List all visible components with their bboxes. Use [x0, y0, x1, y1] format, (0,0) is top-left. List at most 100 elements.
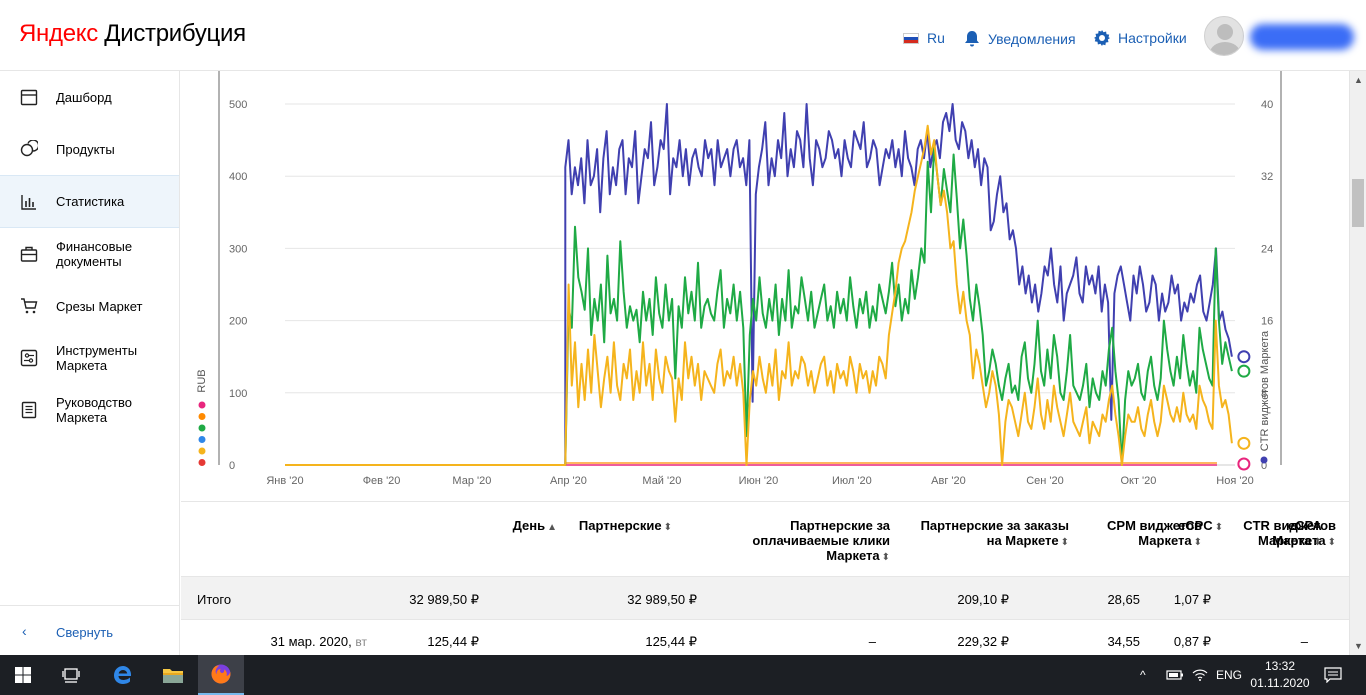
sort-icon: ⬍	[1060, 537, 1069, 548]
language-label: Ru	[927, 30, 945, 46]
tools-icon	[20, 349, 38, 367]
action-center-button[interactable]	[1324, 655, 1342, 695]
y-right-tick-label: 32	[1261, 171, 1273, 183]
y-right-tick-label: 16	[1261, 316, 1273, 328]
show-hidden-icons[interactable]: ^	[1140, 655, 1146, 695]
sidebar-item-financial-documents[interactable]: Финансовые документы	[0, 228, 179, 280]
total-ctr: 28,65	[1107, 592, 1140, 607]
col-header-partner-orders[interactable]: Партнерские за заказы на Маркете ⬍	[920, 518, 1069, 548]
x-tick-label: Авг '20	[931, 475, 966, 487]
products-icon	[20, 140, 38, 157]
col-header-partner[interactable]: Партнерские ⬍	[578, 518, 672, 533]
edge-browser-button[interactable]	[100, 655, 146, 695]
series-line-yellow	[285, 124, 1233, 466]
folder-icon	[163, 669, 183, 683]
calendar-icon	[20, 89, 38, 106]
language-switcher[interactable]: Ru	[903, 30, 945, 46]
table-row[interactable]: 31 мар. 2020, вт 125,44 ₽ 125,44 ₽ – 229…	[181, 620, 1349, 655]
sidebar-item-dashboard[interactable]: Дашборд	[0, 71, 179, 123]
legend-dot-blue	[1260, 456, 1268, 464]
taskbar-clock[interactable]: 13:32 01.11.2020	[1250, 658, 1310, 692]
scroll-down-icon[interactable]: ▼	[1354, 641, 1363, 651]
task-view-icon	[62, 668, 80, 683]
y-right-tick-label: 24	[1261, 243, 1273, 255]
briefcase-icon	[20, 246, 38, 262]
col-header-partner-clicks[interactable]: Партнерские за оплачиваемые клики Маркет…	[752, 518, 890, 563]
sidebar-item-label: Срезы Маркет	[56, 298, 143, 314]
windows-start-button[interactable]	[0, 655, 46, 695]
battery-tray[interactable]	[1166, 655, 1184, 695]
x-tick-label: Сен '20	[1026, 475, 1064, 487]
x-tick-label: Окт '20	[1120, 475, 1156, 487]
series-end-marker-yellow	[1237, 436, 1251, 450]
x-tick-label: Июн '20	[739, 475, 779, 487]
x-tick-label: Мар '20	[452, 475, 491, 487]
firefox-icon	[211, 664, 231, 684]
series-end-marker-green	[1237, 364, 1251, 378]
settings-link[interactable]: Настройки	[1094, 30, 1187, 46]
statistics-chart: 0 0 100 8 200 16 300 24 400 32 500 40 Янв '20 Фев '20…	[181, 71, 1349, 501]
sidebar-item-market-slices[interactable]: Срезы Маркет	[0, 280, 179, 332]
sidebar-item-market-tools[interactable]: Инструменты Маркета	[0, 332, 179, 384]
y-left-tick-label: 200	[229, 316, 247, 328]
sort-icon: ⬍	[1193, 537, 1202, 548]
scroll-up-icon[interactable]: ▲	[1354, 75, 1363, 85]
collapse-label: Свернуть	[56, 625, 114, 640]
input-language[interactable]: ENG	[1216, 668, 1243, 682]
row-ecpa: –	[1300, 634, 1308, 649]
sort-icon: ⬍	[1327, 537, 1336, 548]
task-view-button[interactable]	[48, 655, 94, 695]
sidebar-item-products[interactable]: Продукты	[0, 123, 179, 175]
book-icon	[21, 401, 37, 419]
series-line-blue	[285, 103, 1233, 466]
russia-flag-icon	[903, 32, 919, 44]
sort-icon: ⬍	[1313, 537, 1322, 548]
row-partner-orders: –	[868, 634, 876, 649]
sort-icon: ⬍	[663, 522, 672, 533]
sidebar-item-label: Дашборд	[56, 89, 112, 105]
col-header-day[interactable]: День ▲	[512, 518, 557, 533]
col-header-ctr[interactable]: CTR виджетов Маркета ⬍	[1243, 518, 1336, 548]
windows-logo-icon	[15, 667, 31, 683]
logo-product: Дистрибуция	[104, 20, 246, 47]
logo[interactable]: Яндекс Дистрибуция	[19, 20, 246, 48]
chevron-up-icon: ^	[1140, 668, 1146, 682]
page-scrollbar[interactable]: ▲ ▼	[1349, 71, 1366, 655]
y-left-tick-label: 500	[229, 99, 247, 111]
logo-brand: Яндекс	[19, 20, 98, 47]
statistics-table: День ▲ Партнерские ⬍ Партнерские за оплачи…	[181, 501, 1349, 655]
sidebar: Дашборд Продукты Статистика Финансовые д…	[0, 71, 180, 655]
y-left-tick-label: 0	[229, 460, 235, 472]
sort-icon: ⬍	[1214, 522, 1224, 533]
x-tick-label: Фев '20	[363, 475, 401, 487]
series-line-green	[285, 146, 1233, 466]
sidebar-item-label: Финансовые документы	[56, 239, 133, 269]
avatar[interactable]	[1204, 16, 1244, 56]
settings-label: Настройки	[1118, 30, 1187, 46]
y-right-axis-label: CTR виджетов Маркета	[1259, 330, 1271, 451]
legend-dot-red	[198, 459, 206, 466]
table-total-row: Итого 32 989,50 ₽ 32 989,50 ₽ 209,10 ₽ 2…	[181, 576, 1349, 620]
notifications-link[interactable]: Уведомления	[964, 30, 1076, 47]
col-header-ecpa[interactable]: eCPA Маркета ⬍	[1258, 518, 1322, 548]
sidebar-item-statistics[interactable]: Статистика	[0, 175, 179, 228]
file-explorer-button[interactable]	[150, 655, 196, 695]
statistics-content: 0 0 100 8 200 16 300 24 400 32 500 40 Янв '20 Фев '20…	[181, 71, 1349, 655]
y-left-tick-label: 300	[229, 243, 247, 255]
network-tray[interactable]	[1192, 655, 1208, 695]
bell-icon	[965, 31, 979, 47]
firefox-button[interactable]	[198, 655, 244, 695]
sidebar-item-market-guide[interactable]: Руководство Маркета	[0, 384, 179, 436]
collapse-sidebar-button[interactable]: ‹ Свернуть	[0, 605, 179, 655]
series-end-marker-pink	[1237, 457, 1251, 471]
col-header-ecpc[interactable]: eCPC ⬍	[1178, 518, 1224, 533]
col-header-cpm[interactable]: CPM виджетов Маркета ⬍	[1107, 518, 1202, 548]
y-left-tick-label: 100	[229, 388, 247, 400]
y-left-axis-label: RUB	[196, 369, 208, 392]
row-ctr: 34,55	[1107, 634, 1140, 649]
y-right-tick-label: 40	[1261, 99, 1273, 111]
username-blurred[interactable]	[1250, 24, 1354, 50]
cart-icon	[21, 298, 38, 314]
scroll-thumb[interactable]	[1352, 179, 1364, 227]
x-tick-label: Апр '20	[550, 475, 587, 487]
